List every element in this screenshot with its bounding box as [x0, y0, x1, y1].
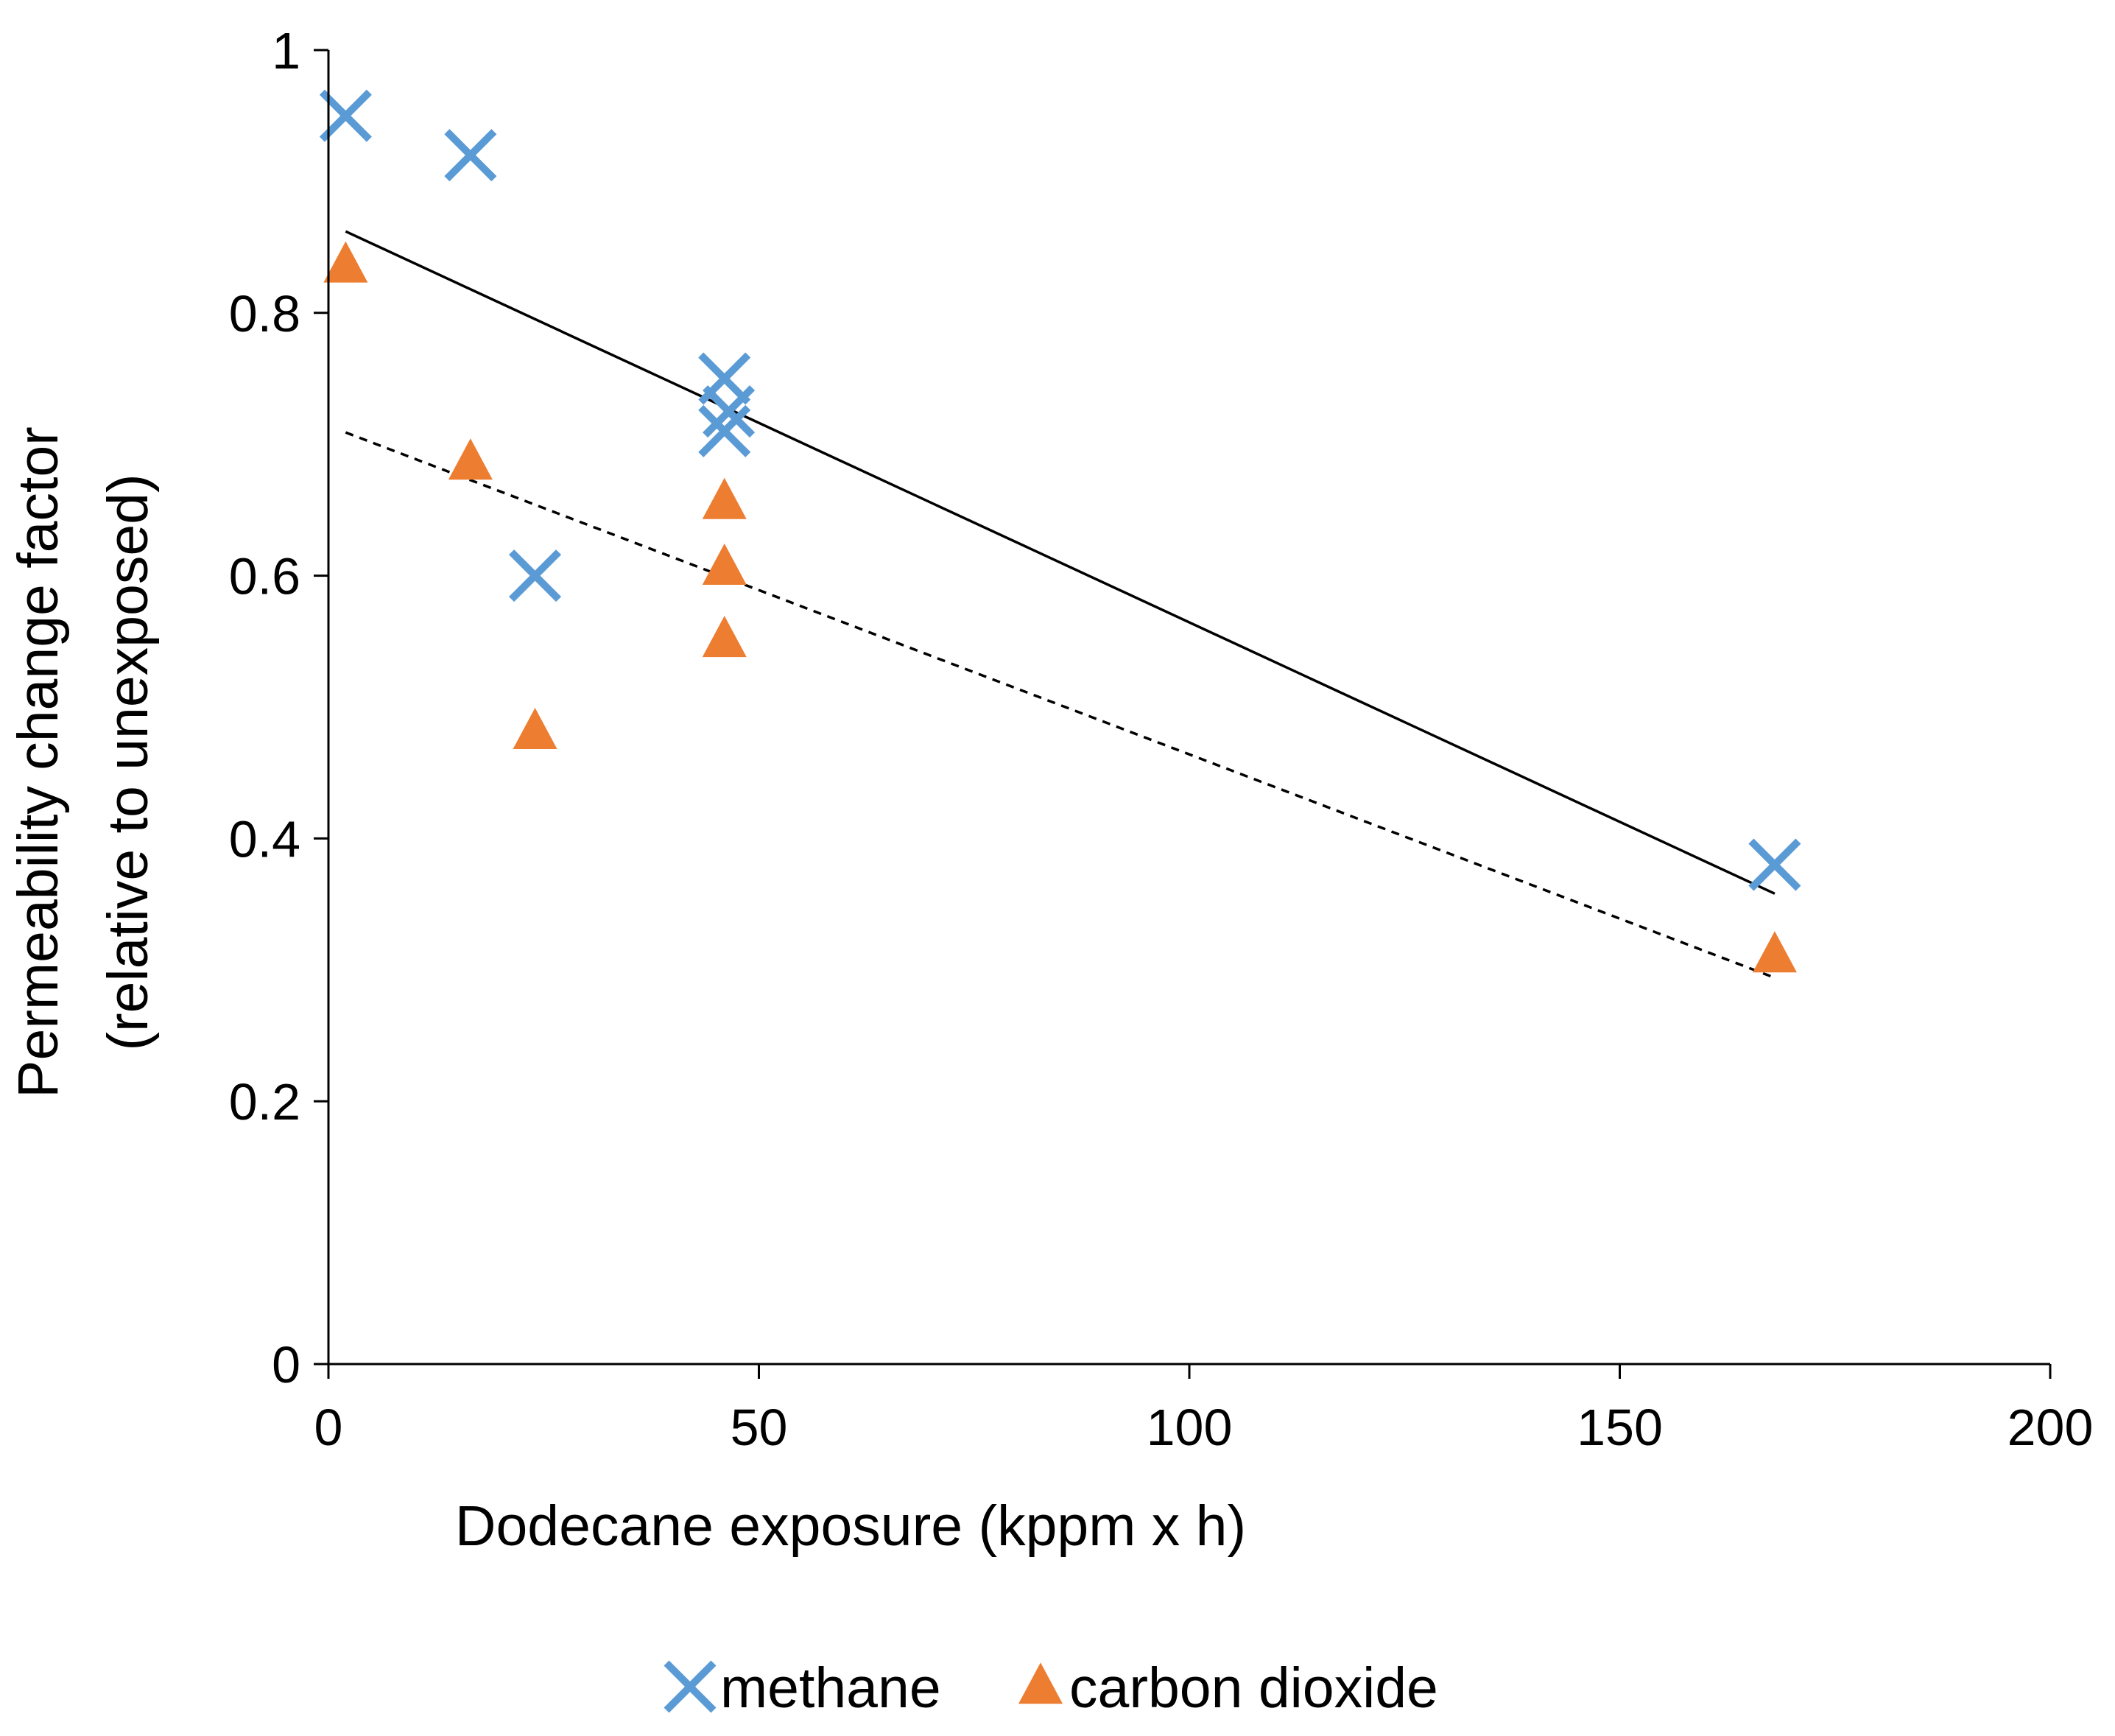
y-axis-title: Permeability change factor (relative to …: [7, 426, 160, 1098]
legend-item-carbon-dioxide: carbon dioxide: [1018, 1656, 1438, 1720]
point-methane-stroke: [1748, 838, 1801, 891]
y-tick-label: 1: [272, 22, 300, 80]
point-carbon-dioxide: [448, 438, 493, 480]
x-tick-label: 0: [314, 1399, 343, 1456]
x-ticks: 0 50 100 150 200: [314, 1364, 2094, 1456]
point-carbon-dioxide: [323, 241, 368, 283]
y-tick-label: 0: [272, 1336, 300, 1394]
point-methane: [509, 549, 562, 602]
y-tick-label: 0.6: [229, 548, 300, 605]
point-methane-stroke: [444, 129, 497, 182]
point-methane: [703, 385, 756, 438]
point-methane: [319, 89, 372, 142]
legend-marker-carbon-dioxide: [1018, 1662, 1063, 1704]
point-carbon-dioxide: [513, 707, 557, 749]
x-tick-label: 200: [2007, 1399, 2094, 1456]
point-carbon-dioxide: [702, 477, 747, 519]
legend-item-methane: methane: [664, 1656, 941, 1720]
x-tick-label: 150: [1577, 1399, 1663, 1456]
y-tick-label: 0.8: [229, 285, 300, 342]
legend-label-methane: methane: [720, 1656, 941, 1720]
legend-marker-methane: [664, 1660, 717, 1713]
point-methane-stroke: [509, 549, 562, 602]
y-axis-title-line-2: (relative to unexposed): [96, 474, 160, 1050]
point-carbon-dioxide: [702, 616, 747, 658]
point-methane-stroke: [703, 385, 756, 438]
y-tick-label: 0.2: [229, 1073, 300, 1131]
point-methane: [444, 129, 497, 182]
y-axis-title-line-1: Permeability change factor: [7, 426, 70, 1098]
point-methane: [698, 404, 751, 457]
legend-methane-x-icon: [664, 1660, 717, 1713]
y-ticks: 0 0.2 0.4 0.6 0.8 1: [229, 22, 328, 1394]
point-methane-stroke: [319, 89, 372, 142]
point-methane-stroke: [698, 404, 751, 457]
x-axis-title: Dodecane exposure (kppm x h): [455, 1494, 1246, 1558]
trendline-carbon-dioxide: [345, 431, 1776, 980]
trendlines: [345, 230, 1776, 980]
markers: [319, 89, 1801, 973]
point-methane: [1748, 838, 1801, 891]
legend: methane carbon dioxide: [664, 1656, 1438, 1720]
trendline-methane: [345, 230, 1776, 895]
legend-label-carbon-dioxide: carbon dioxide: [1069, 1656, 1438, 1720]
legend-marker-methane-stroke: [664, 1660, 717, 1713]
point-carbon-dioxide: [702, 543, 747, 585]
y-tick-label: 0.4: [229, 810, 300, 868]
x-tick-label: 50: [731, 1399, 788, 1456]
x-tick-label: 100: [1147, 1399, 1233, 1456]
point-carbon-dioxide: [1752, 931, 1797, 973]
legend-carbon-dioxide-triangle-icon: [1018, 1662, 1063, 1704]
plot-area: 0 0.2 0.4 0.6 0.8 1 0 50 100 150 200: [229, 22, 2094, 1456]
